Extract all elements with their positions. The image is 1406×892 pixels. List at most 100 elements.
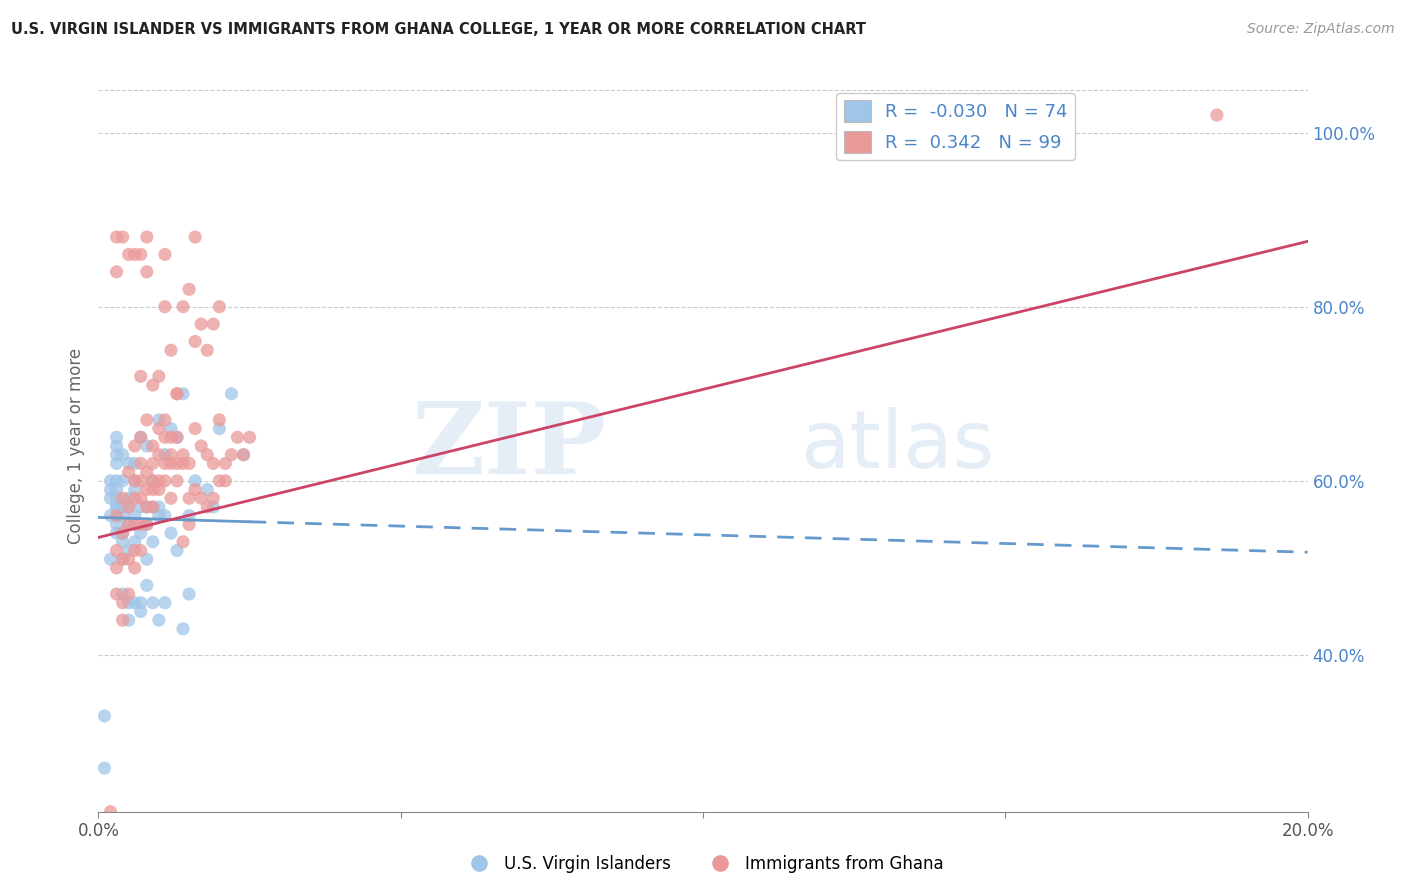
Point — [190, 491, 212, 506]
Point — [111, 448, 134, 462]
Point — [124, 534, 146, 549]
Point — [195, 343, 218, 358]
Point — [105, 526, 128, 541]
Point — [100, 474, 122, 488]
Point — [129, 474, 152, 488]
Point — [105, 474, 128, 488]
Point — [184, 421, 207, 435]
Point — [239, 430, 262, 444]
Point — [208, 300, 231, 314]
Point — [135, 439, 157, 453]
Text: Source: ZipAtlas.com: Source: ZipAtlas.com — [1247, 22, 1395, 37]
Point — [142, 500, 165, 514]
Point — [118, 465, 141, 479]
Point — [129, 604, 152, 618]
Text: atlas: atlas — [800, 407, 994, 485]
Point — [160, 491, 183, 506]
Point — [105, 430, 128, 444]
Point — [124, 457, 146, 471]
Point — [172, 457, 194, 471]
Point — [111, 508, 134, 523]
Point — [226, 430, 249, 444]
Point — [124, 517, 146, 532]
Point — [124, 474, 146, 488]
Point — [129, 430, 152, 444]
Point — [208, 421, 231, 435]
Point — [135, 413, 157, 427]
Legend: R =  -0.030   N = 74, R =  0.342   N = 99: R = -0.030 N = 74, R = 0.342 N = 99 — [837, 93, 1074, 161]
Point — [232, 448, 254, 462]
Point — [195, 448, 218, 462]
Point — [105, 500, 128, 514]
Point — [105, 508, 128, 523]
Point — [166, 430, 188, 444]
Point — [148, 369, 170, 384]
Point — [111, 526, 134, 541]
Point — [129, 500, 152, 514]
Point — [184, 334, 207, 349]
Point — [221, 448, 243, 462]
Point — [124, 439, 146, 453]
Point — [135, 552, 157, 566]
Point — [142, 534, 165, 549]
Point — [184, 474, 207, 488]
Point — [172, 300, 194, 314]
Point — [105, 448, 128, 462]
Point — [124, 483, 146, 497]
Point — [184, 230, 207, 244]
Point — [118, 500, 141, 514]
Point — [190, 439, 212, 453]
Point — [118, 596, 141, 610]
Point — [118, 613, 141, 627]
Point — [100, 805, 122, 819]
Point — [179, 587, 201, 601]
Point — [148, 421, 170, 435]
Point — [124, 508, 146, 523]
Point — [184, 483, 207, 497]
Point — [166, 457, 188, 471]
Point — [166, 430, 188, 444]
Y-axis label: College, 1 year or more: College, 1 year or more — [66, 348, 84, 544]
Point — [111, 613, 134, 627]
Point — [105, 230, 128, 244]
Point — [153, 596, 176, 610]
Point — [232, 448, 254, 462]
Point — [179, 508, 201, 523]
Point — [105, 561, 128, 575]
Point — [111, 596, 134, 610]
Point — [118, 517, 141, 532]
Point — [190, 317, 212, 331]
Point — [111, 491, 134, 506]
Point — [148, 508, 170, 523]
Point — [118, 500, 141, 514]
Point — [135, 230, 157, 244]
Point — [142, 439, 165, 453]
Point — [129, 247, 152, 261]
Point — [135, 265, 157, 279]
Point — [208, 413, 231, 427]
Point — [208, 474, 231, 488]
Point — [172, 386, 194, 401]
Point — [153, 457, 176, 471]
Point — [118, 247, 141, 261]
Point — [135, 517, 157, 532]
Point — [160, 457, 183, 471]
Point — [129, 430, 152, 444]
Point — [111, 534, 134, 549]
Point — [100, 483, 122, 497]
Point — [160, 448, 183, 462]
Point — [118, 543, 141, 558]
Point — [166, 543, 188, 558]
Point — [153, 413, 176, 427]
Point — [153, 247, 176, 261]
Point — [111, 587, 134, 601]
Point — [100, 508, 122, 523]
Point — [124, 247, 146, 261]
Point — [118, 587, 141, 601]
Point — [105, 483, 128, 497]
Point — [160, 421, 183, 435]
Point — [135, 517, 157, 532]
Point — [142, 483, 165, 497]
Point — [100, 552, 122, 566]
Point — [118, 517, 141, 532]
